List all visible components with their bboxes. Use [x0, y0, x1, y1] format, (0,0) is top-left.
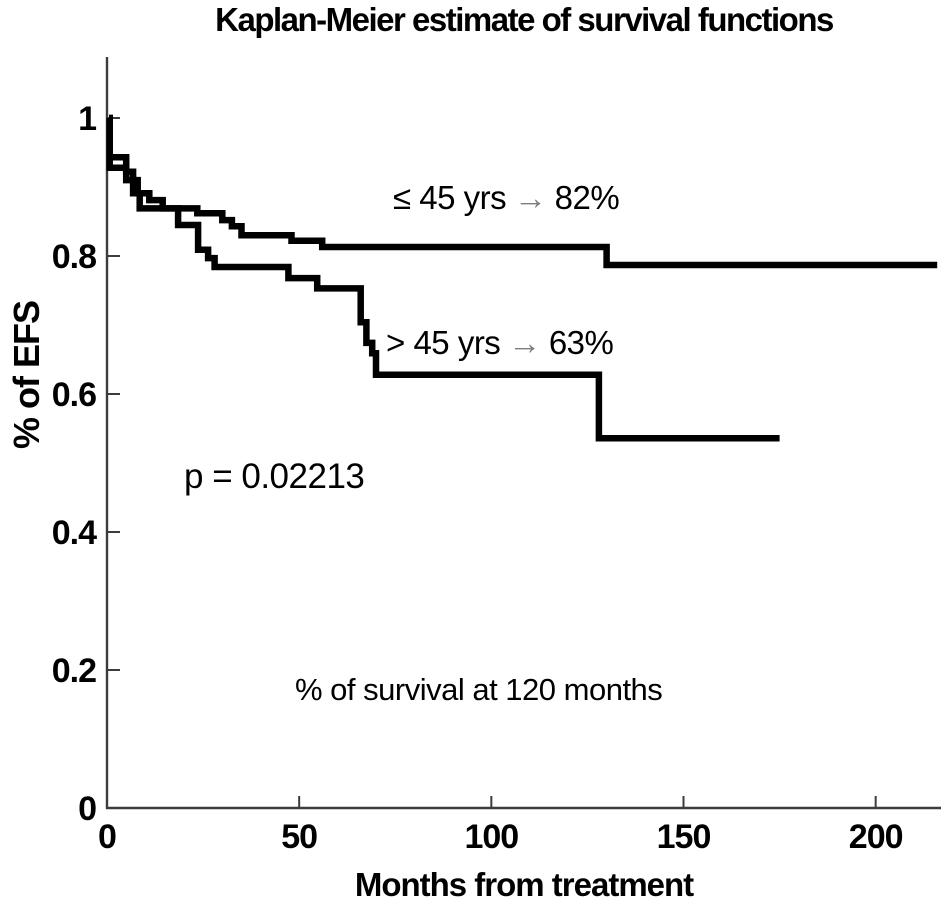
x-tick-label-0: 0: [98, 818, 116, 856]
annotation-gt45: > 45 yrs → 63%: [386, 324, 614, 362]
x-tick-label-150: 150: [657, 818, 711, 856]
right-arrow-icon: →: [508, 324, 541, 361]
y-tick-label-0: 0: [78, 790, 96, 828]
annotation-gt45-value: 63%: [548, 324, 614, 361]
right-arrow-icon: →: [514, 179, 547, 216]
annotation-le45-group: ≤ 45 yrs: [393, 179, 507, 216]
y-axis-label: % of EFS: [6, 301, 47, 450]
survival-note-text: % of survival at 120 months: [295, 672, 663, 707]
km-curve-gt45: [106, 114, 780, 442]
y-tick-label-0.8: 0.8: [52, 238, 96, 276]
x-axis-label: Months from treatment: [354, 866, 694, 903]
x-tick-label-200: 200: [849, 818, 903, 856]
x-tick-label-100: 100: [464, 818, 518, 856]
km-curve-le45: [106, 114, 938, 269]
y-tick-label-1: 1: [78, 100, 96, 138]
p-value-text: p = 0.02213: [184, 457, 365, 496]
annotation-le45: ≤ 45 yrs → 82%: [393, 179, 620, 217]
y-tick-label-0.6: 0.6: [52, 376, 96, 414]
y-tick-label-0.2: 0.2: [52, 652, 96, 690]
annotation-le45-value: 82%: [554, 179, 620, 216]
chart-title: Kaplan-Meier estimate of survival functi…: [215, 1, 834, 38]
annotation-gt45-group: > 45 yrs: [386, 324, 501, 361]
x-tick-label-50: 50: [281, 818, 317, 856]
y-tick-label-0.4: 0.4: [52, 514, 97, 552]
